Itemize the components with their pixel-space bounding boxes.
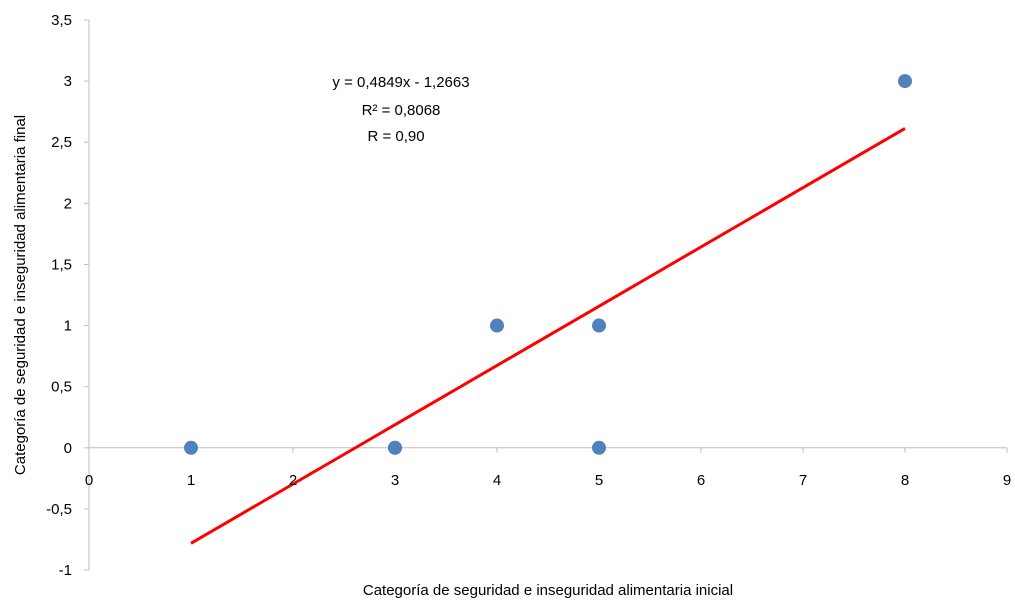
r-annotation: R = 0,90 xyxy=(367,128,424,145)
trendline xyxy=(190,127,906,545)
trendline-layer xyxy=(190,127,906,545)
x-axis-title: Categoría de seguridad e inseguridad ali… xyxy=(363,582,733,599)
y-tick-label: 1,5 xyxy=(51,256,72,273)
data-point xyxy=(592,318,606,333)
x-tick-label: 6 xyxy=(697,472,705,489)
axes xyxy=(84,19,1008,571)
y-axis-title: Categoría de seguridad e inseguridad ali… xyxy=(12,115,29,475)
y-tick-label: 2,5 xyxy=(51,134,72,151)
x-tick-label: 4 xyxy=(493,472,501,489)
x-tick-label: 3 xyxy=(391,472,399,489)
x-tick-label: 8 xyxy=(901,472,909,489)
equation-annotation: y = 0,4849x - 1,2663 xyxy=(332,74,469,91)
y-tick-label: 3 xyxy=(64,73,72,90)
x-tick-label: 0 xyxy=(85,472,93,489)
data-point xyxy=(388,440,402,455)
data-point xyxy=(490,318,504,333)
x-tick-label: 1 xyxy=(187,472,195,489)
data-point xyxy=(898,74,912,89)
y-tick-label: 1 xyxy=(64,318,72,335)
y-tick-label: 3,5 xyxy=(51,12,72,29)
x-tick-label: 7 xyxy=(799,472,807,489)
y-tick-label: -1 xyxy=(59,562,72,579)
y-tick-label: -0,5 xyxy=(46,501,72,518)
y-tick-label: 0 xyxy=(64,440,72,457)
points-layer xyxy=(184,74,912,455)
y-tick-label: 2 xyxy=(64,195,72,212)
x-tick-label: 5 xyxy=(595,472,603,489)
r-squared-annotation: R² = 0,8068 xyxy=(362,102,441,119)
data-point xyxy=(592,440,606,455)
tick-labels: -1 -0,5 0 0,5 1 1,5 2 2,5 3 3,5 0 1 2 3 4 5 6 7 8 9 xyxy=(46,12,1011,579)
y-tick-label: 0,5 xyxy=(51,379,72,396)
x-tick-label: 9 xyxy=(1003,472,1011,489)
annotations: y = 0,4849x - 1,2663 R² = 0,8068 R = 0,9… xyxy=(332,74,469,145)
data-point xyxy=(184,440,198,455)
x-tick-label: 2 xyxy=(289,472,297,489)
